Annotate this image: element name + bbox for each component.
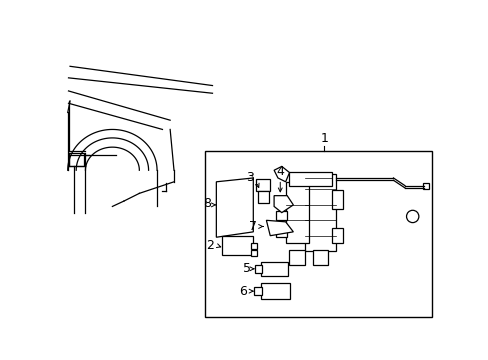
Bar (331, 189, 343, 209)
Bar (276, 211, 286, 220)
Polygon shape (274, 195, 293, 213)
Bar (256, 180, 270, 191)
Text: 2: 2 (206, 239, 214, 252)
Text: 4: 4 (276, 165, 284, 178)
Text: 7: 7 (249, 220, 257, 233)
Bar (261, 283, 290, 299)
Bar (289, 249, 305, 265)
Bar (250, 243, 257, 249)
Polygon shape (266, 220, 293, 236)
Text: 5: 5 (243, 262, 250, 275)
Text: 3: 3 (245, 171, 254, 184)
Bar (305, 174, 335, 251)
Text: 1: 1 (320, 132, 327, 145)
Bar (254, 265, 261, 273)
Bar (285, 182, 308, 243)
Polygon shape (274, 166, 289, 182)
Bar (254, 287, 261, 295)
Bar (204, 151, 431, 316)
Bar (312, 249, 327, 265)
Bar (422, 183, 428, 189)
Bar (276, 228, 286, 237)
Bar (68, 153, 84, 166)
Text: 6: 6 (239, 285, 246, 298)
Bar (250, 249, 257, 256)
Bar (331, 228, 343, 243)
Polygon shape (216, 178, 253, 237)
Bar (257, 191, 269, 203)
Bar (221, 236, 252, 255)
Text: 8: 8 (203, 197, 210, 210)
Bar (261, 262, 287, 276)
Bar (289, 172, 331, 186)
